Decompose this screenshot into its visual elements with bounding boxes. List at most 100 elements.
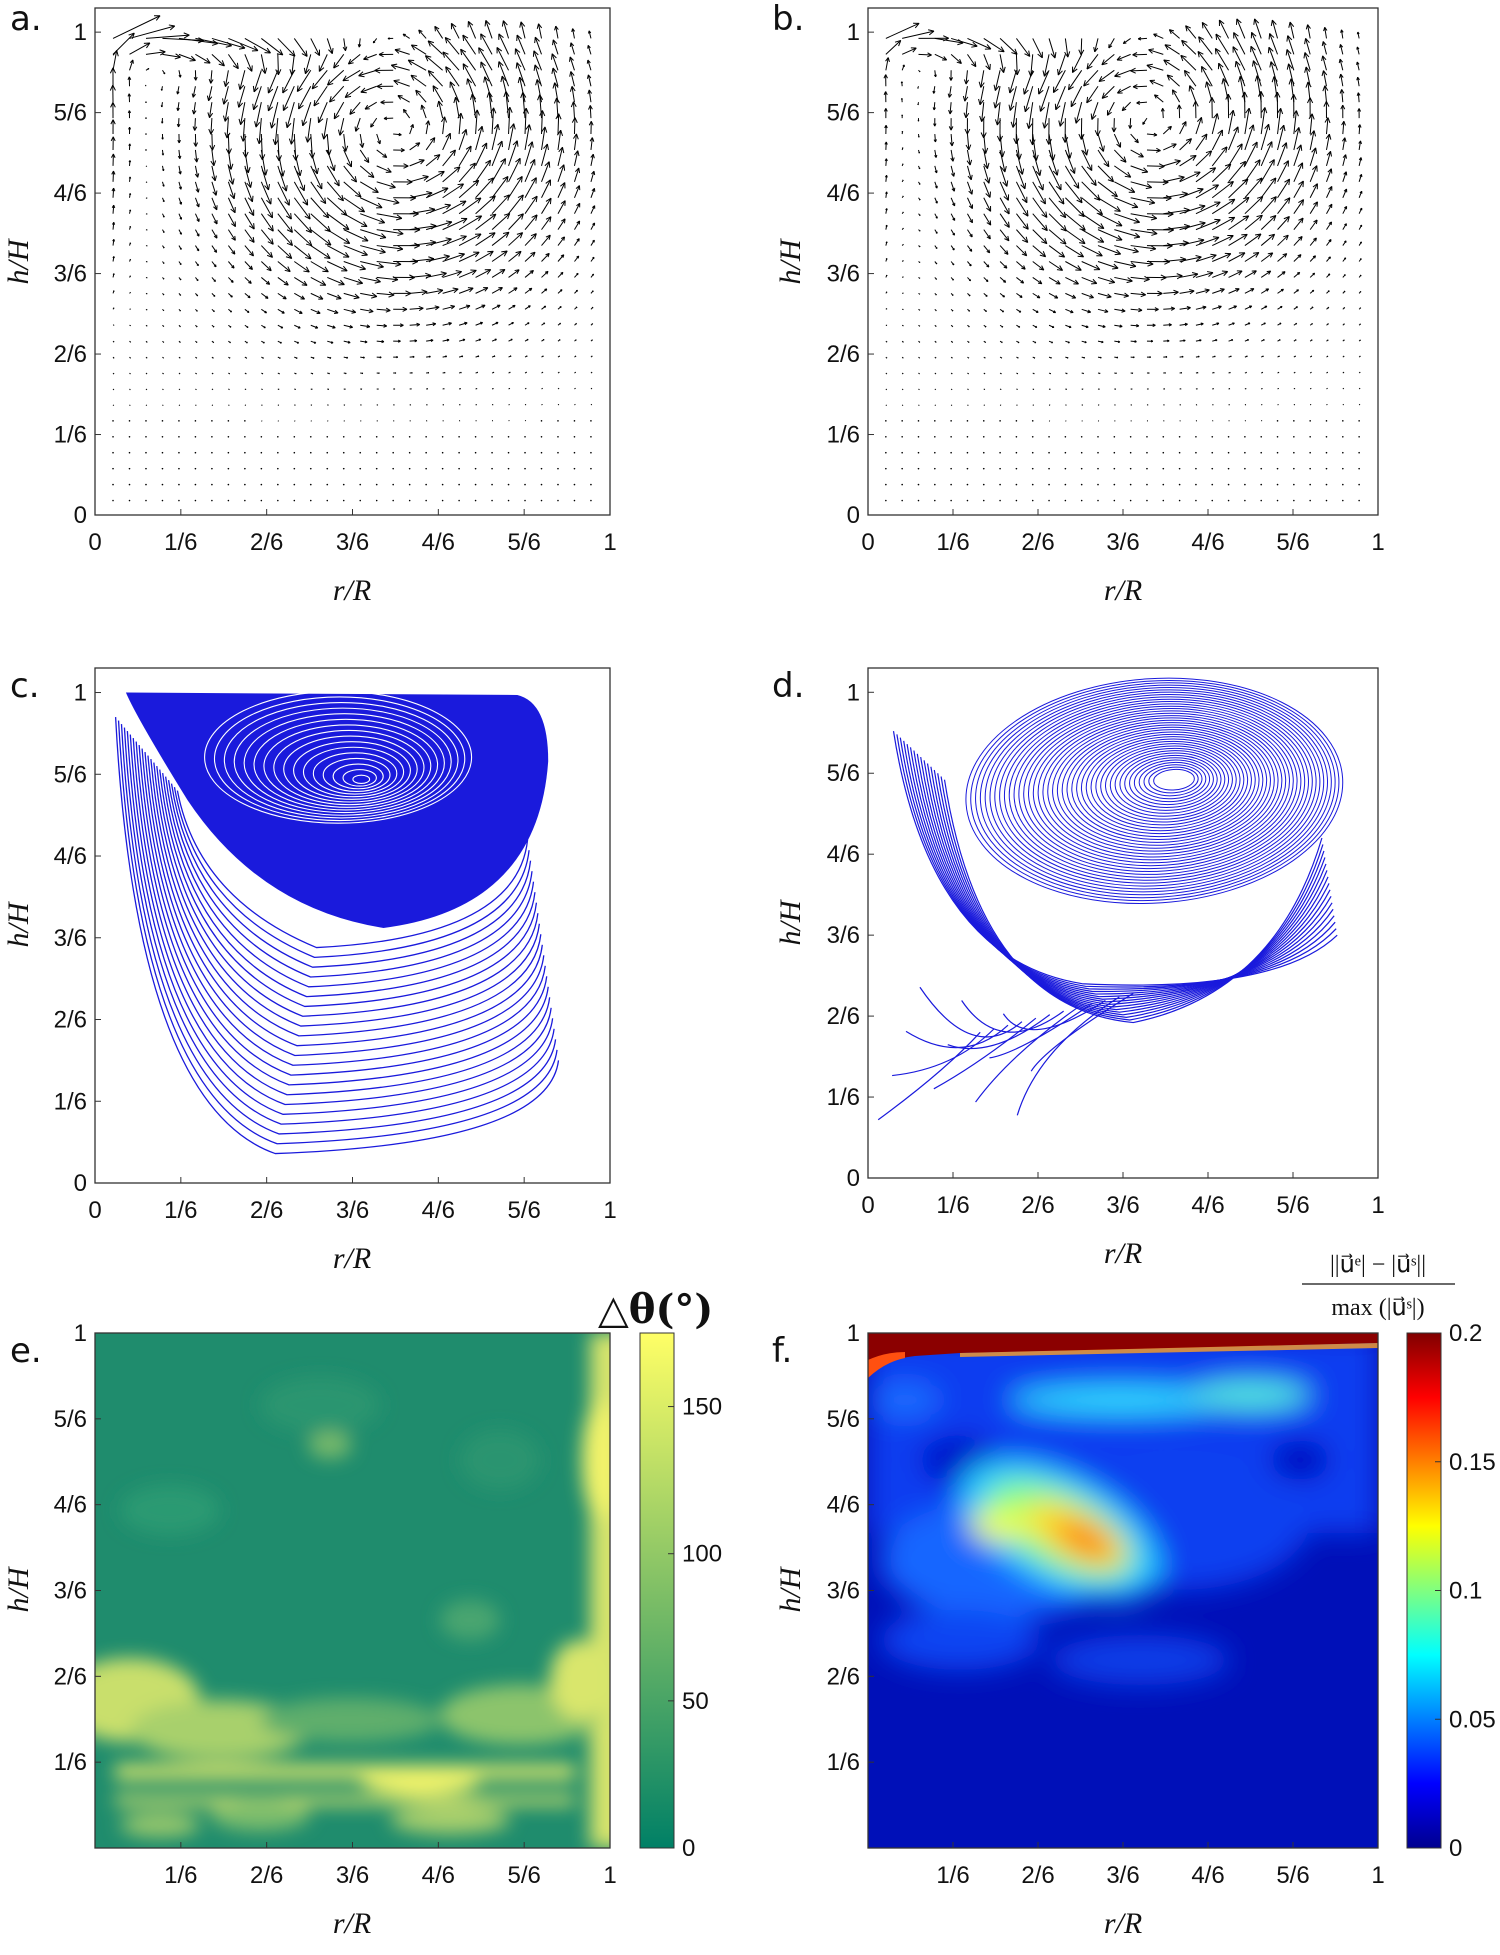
vector-arrow — [402, 33, 410, 39]
vector-arrow — [1228, 233, 1248, 246]
vector-arrow — [376, 372, 380, 375]
vector-arrow — [983, 340, 987, 344]
vector-arrow — [587, 89, 593, 103]
vector-arrow — [294, 340, 300, 344]
vector-arrow — [917, 451, 920, 454]
vector-arrow — [208, 118, 215, 135]
vector-arrow — [1198, 36, 1213, 55]
vector-arrow — [508, 269, 520, 278]
vector-arrow — [1211, 129, 1223, 151]
vector-arrow — [1277, 178, 1291, 199]
vector-arrow — [474, 467, 477, 470]
streamline — [162, 773, 536, 998]
vector-arrow — [1015, 165, 1027, 190]
vector-arrow — [917, 118, 920, 122]
vector-arrow — [1048, 197, 1067, 219]
vector-arrow — [978, 86, 985, 106]
vector-arrow — [211, 165, 217, 182]
vector-arrow — [994, 102, 1002, 126]
vector-arrow — [458, 338, 466, 342]
vector-arrow — [444, 37, 460, 55]
vector-arrow — [1031, 467, 1034, 470]
vector-arrow — [129, 291, 132, 294]
vector-arrow — [177, 134, 181, 144]
vector-arrow — [228, 261, 235, 269]
streamline — [899, 737, 1336, 990]
vector-arrow — [211, 388, 214, 391]
y-tick-label: 1 — [74, 19, 87, 46]
vector-arrow — [145, 340, 148, 343]
vector-arrow — [145, 467, 147, 470]
vector-arrow — [162, 197, 165, 203]
vector-arrow — [950, 197, 956, 207]
vector-arrow — [458, 215, 483, 231]
vector-arrow — [541, 197, 552, 214]
vector-arrow — [277, 388, 280, 391]
vector-arrow — [409, 355, 415, 359]
vector-arrow — [252, 70, 262, 93]
vector-arrow — [1197, 50, 1213, 71]
vector-arrow — [145, 388, 148, 391]
vector-arrow — [1204, 81, 1213, 103]
vector-arrow — [1048, 245, 1066, 258]
vortex-ring — [273, 729, 425, 806]
vector-arrow — [409, 339, 418, 343]
vector-arrow — [458, 371, 462, 374]
vector-arrow — [999, 388, 1002, 391]
vector-arrow — [967, 277, 972, 282]
vector-arrow — [1016, 340, 1020, 344]
vector-arrow — [327, 261, 348, 272]
vector-arrow — [1168, 29, 1180, 39]
vector-arrow — [1101, 53, 1115, 66]
vector-arrow — [393, 163, 409, 169]
vector-arrow — [475, 287, 489, 294]
streamline — [1037, 712, 1287, 861]
vector-arrow — [1130, 229, 1158, 236]
vector-arrow — [1358, 323, 1362, 326]
vector-arrow — [1097, 467, 1099, 470]
vector-arrow — [458, 233, 482, 247]
vector-arrow — [195, 372, 197, 375]
vector-arrow — [508, 194, 524, 215]
vector-arrow — [1293, 467, 1295, 470]
vector-arrow — [508, 387, 511, 390]
vector-arrow — [261, 38, 284, 56]
streamline — [1030, 992, 1134, 1072]
vector-arrow — [1016, 277, 1025, 284]
vector-arrow — [211, 499, 213, 502]
streamline — [1148, 766, 1199, 794]
vector-arrow — [207, 102, 214, 119]
vector-arrow — [360, 324, 371, 329]
vector-arrow — [458, 269, 477, 278]
vector-arrow — [310, 340, 317, 344]
vector-arrow — [376, 197, 400, 205]
vector-arrow — [1032, 149, 1042, 176]
vector-arrow — [162, 70, 166, 75]
vector-arrow — [1340, 104, 1346, 119]
vector-arrow — [327, 245, 350, 258]
vector-arrow — [1162, 451, 1165, 454]
vector-arrow — [1293, 355, 1297, 358]
vector-arrow — [475, 387, 478, 390]
vector-arrow — [1309, 339, 1313, 342]
vector-arrow — [244, 213, 255, 230]
vector-arrow — [948, 118, 954, 131]
vector-arrow — [1163, 175, 1185, 183]
vector-arrow — [1064, 483, 1067, 486]
vector-arrow — [195, 245, 200, 252]
vector-arrow — [1153, 33, 1164, 39]
streamline — [933, 1017, 1037, 1090]
vector-arrow — [1074, 102, 1083, 124]
vector-arrow — [392, 499, 394, 502]
panel-e-ylabel: h/H — [2, 1565, 35, 1612]
vector-arrow — [1218, 19, 1230, 39]
vector-arrow — [999, 197, 1010, 215]
vector-arrow — [963, 102, 970, 119]
vector-arrow — [277, 277, 289, 286]
vector-arrow — [211, 324, 215, 328]
panel-b-label: b. — [772, 0, 804, 39]
vector-arrow — [327, 372, 330, 375]
vector-arrow — [540, 467, 543, 470]
vector-arrow — [508, 175, 523, 199]
